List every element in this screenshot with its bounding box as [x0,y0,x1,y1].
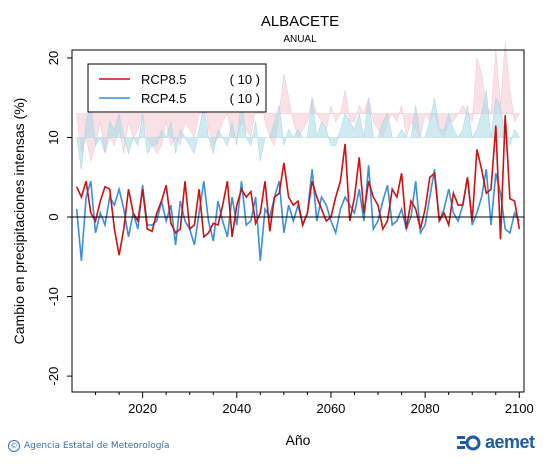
x-tick-label: 2040 [222,401,251,416]
legend-box [87,63,267,113]
y-axis-label: Cambio en precipitaciones intensas (%) [11,98,27,345]
x-tick-label: 2080 [411,401,440,416]
x-tick-label: 2060 [316,401,345,416]
y-tick-label: -20 [46,367,61,386]
agency-credit-text: Agencia Estatal de Meteorología [24,441,170,451]
aemet-logo-text: aemet [485,432,535,452]
copyright-icon: © [8,440,20,452]
chart-title: ALBACETE [261,13,339,30]
legend-count-rcp45: ( 10 ) [230,91,260,106]
agency-credit: © Agencia Estatal de Meteorología [8,440,170,452]
x-tick-label: 2020 [128,401,157,416]
y-tick-label: 20 [46,51,61,65]
chart-subtitle: ANUAL [283,34,317,45]
legend-label-rcp45: RCP4.5 [141,91,187,106]
x-tick-label: 2100 [505,401,534,416]
aemet-logo: aemet [456,432,535,453]
y-tick-label: -10 [46,287,61,306]
legend-label-rcp85: RCP8.5 [141,72,187,87]
series-line-rcp45 [75,165,520,261]
legend-count-rcp85: ( 10 ) [230,72,260,87]
plot-frame [71,49,525,393]
legend: RCP8.5 ( 10 ) RCP4.5 ( 10 ) [87,63,267,113]
y-tick-label: 10 [46,130,61,144]
y-tick-label: 0 [46,213,61,220]
aemet-logo-icon [457,435,481,450]
x-axis-label: Año [286,432,311,448]
band-rcp45 [76,89,520,170]
uncertainty-bands [76,41,520,170]
